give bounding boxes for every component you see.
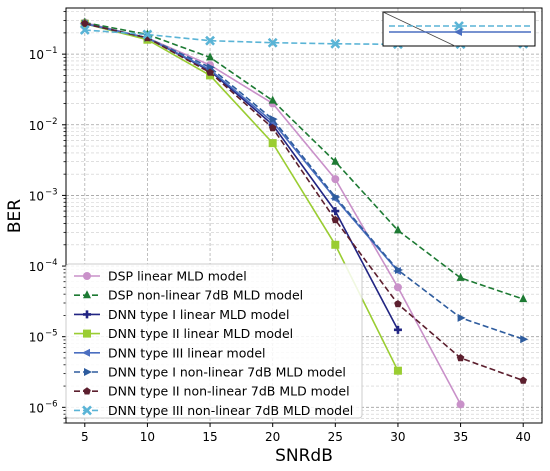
x-tick-label: 35	[453, 430, 468, 444]
inset-data-point	[454, 28, 462, 36]
legend-label: DNN type I non-linear 7dB MLD model	[108, 365, 346, 380]
data-point	[268, 139, 277, 148]
y-tick-exponent: −2	[45, 117, 58, 127]
x-tick-label: 20	[265, 430, 280, 444]
data-point	[205, 35, 215, 46]
series-line	[84, 22, 399, 272]
legend-label: DSP linear MLD model	[108, 269, 247, 284]
legend-label: DNN type III linear model	[108, 345, 265, 360]
data-point	[331, 215, 340, 224]
data-point	[331, 175, 340, 184]
zoom-inset	[382, 11, 536, 47]
legend-entry: DNN type II linear MLD model	[74, 326, 293, 341]
y-tick-exponent: −3	[45, 187, 58, 197]
legend-label: DSP non-linear 7dB MLD model	[108, 288, 303, 303]
y-tick-exponent: −6	[45, 399, 58, 409]
data-point	[519, 294, 528, 303]
legend-marker	[83, 310, 91, 319]
y-tick-exponent: −4	[45, 258, 58, 268]
y-axis-label: BER	[5, 199, 25, 233]
data-point	[268, 124, 277, 132]
legend-marker	[83, 272, 91, 280]
legend-entry: DNN type I non-linear 7dB MLD model	[74, 365, 346, 380]
data-point	[393, 366, 402, 375]
series-7	[80, 19, 528, 384]
data-point	[331, 240, 340, 249]
y-tick-label: 10	[29, 331, 44, 345]
y-tick-exponent: −1	[45, 46, 58, 56]
data-point	[268, 95, 277, 104]
legend-entry: DNN type II non-linear 7dB MLD model	[74, 384, 350, 399]
legend-marker	[84, 368, 92, 376]
legend-entry: DSP linear MLD model	[74, 269, 247, 284]
data-point	[456, 353, 465, 362]
legend-marker	[83, 290, 91, 299]
data-point	[456, 272, 465, 281]
plot-frame	[65, 7, 543, 424]
x-axis-label: SNRdB	[275, 446, 333, 466]
data-point	[393, 283, 402, 292]
legend-label: DNN type I linear MLD model	[108, 307, 289, 322]
data-point	[394, 265, 403, 274]
y-tick-label: 10	[29, 48, 44, 62]
series-line	[84, 22, 524, 382]
series-line	[84, 21, 524, 300]
legend-marker	[83, 329, 91, 338]
y-tick-label: 10	[29, 260, 44, 274]
inset-connector	[382, 11, 456, 47]
data-point	[206, 68, 214, 76]
data-point	[206, 52, 215, 61]
data-point	[394, 300, 402, 308]
legend-entry: DSP non-linear 7dB MLD model	[74, 288, 303, 303]
data-point	[267, 37, 278, 48]
series-5	[79, 19, 401, 276]
data-point	[393, 325, 402, 334]
legend-marker	[82, 405, 92, 416]
x-tick-label: 5	[81, 430, 89, 444]
x-tick-label: 40	[516, 430, 531, 444]
y-tick-exponent: −5	[45, 329, 58, 339]
data-point	[142, 29, 153, 40]
legend-marker	[83, 387, 91, 395]
data-point	[331, 156, 340, 165]
legend-label: DNN type II non-linear 7dB MLD model	[108, 384, 350, 399]
data-point	[269, 115, 278, 124]
inset-frame	[382, 11, 536, 47]
legend-label: DNN type II linear MLD model	[108, 326, 293, 341]
legend-label: DNN type III non-linear 7dB MLD model	[108, 403, 353, 418]
y-tick-label: 10	[29, 119, 44, 133]
y-tick-label: 10	[29, 401, 44, 415]
series-2	[80, 17, 528, 303]
data-point	[393, 225, 402, 234]
data-point	[332, 192, 341, 201]
y-tick-label: 10	[29, 189, 44, 203]
data-point	[330, 38, 341, 49]
legend-entry: DNN type III linear model	[74, 345, 265, 360]
x-tick-label: 30	[390, 430, 405, 444]
x-tick-label: 10	[140, 430, 155, 444]
data-point	[457, 313, 466, 322]
legend-entry: DNN type I linear MLD model	[74, 307, 289, 322]
data-point	[79, 25, 90, 35]
legend-entry: DNN type III non-linear 7dB MLD model	[74, 403, 353, 418]
legend-box	[65, 263, 363, 419]
legend-marker	[82, 348, 90, 357]
data-point	[520, 335, 529, 344]
data-point	[519, 376, 528, 384]
data-point	[331, 207, 340, 216]
x-tick-label: 15	[202, 430, 217, 444]
x-tick-label: 25	[328, 430, 343, 444]
data-point	[80, 19, 89, 27]
legend: DSP linear MLD model DSP non-linear 7dB M…	[65, 263, 363, 419]
data-point	[456, 400, 465, 409]
